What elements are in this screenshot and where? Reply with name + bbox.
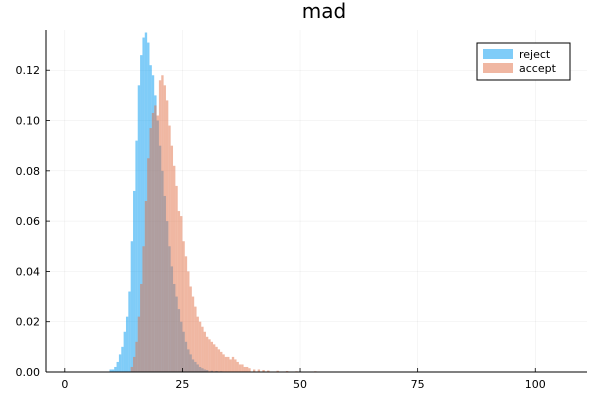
bar-accept (198, 321, 202, 372)
bar-accept (220, 351, 223, 372)
bar-accept (173, 165, 176, 372)
bar-accept (243, 366, 246, 372)
bar-reject (142, 37, 145, 372)
bar-accept (161, 75, 164, 372)
bar-accept (262, 369, 265, 372)
bar-accept (177, 211, 181, 372)
bar-accept (201, 326, 204, 372)
bar-reject (118, 354, 122, 372)
y-tick-label: 0.10 (16, 115, 41, 128)
bar-reject (135, 140, 138, 372)
bar-accept (154, 105, 157, 373)
bar-accept (144, 201, 148, 372)
x-tick-label: 0 (61, 378, 68, 391)
bar-accept (234, 359, 237, 372)
bar-accept (182, 241, 185, 372)
bar-accept (245, 366, 249, 372)
bar-accept (257, 369, 261, 372)
bar-reject (137, 85, 141, 372)
chart-title: mad (302, 0, 346, 23)
x-tick-label: 75 (411, 378, 425, 391)
bar-accept (236, 361, 239, 372)
bar-accept (163, 85, 166, 372)
bar-accept (205, 336, 209, 372)
y-tick-label: 0.08 (16, 165, 41, 178)
bar-reject (128, 291, 131, 372)
y-tick-label: 0.04 (16, 265, 41, 278)
bar-reject (116, 361, 119, 372)
bar-accept (184, 256, 188, 372)
x-tick-label: 100 (525, 378, 546, 391)
bar-accept (252, 369, 256, 372)
y-tick-label: 0.12 (16, 64, 41, 77)
tick-labels: 0 25 50 75 100 0.00 0.02 0.04 0.06 0.08 0.10 0.12 (16, 64, 546, 391)
bar-accept (170, 145, 174, 372)
bar-accept (213, 344, 216, 372)
bar-accept (203, 331, 206, 372)
bar-accept (208, 339, 211, 372)
bar-reject (111, 369, 115, 372)
legend-swatch-accept (483, 63, 513, 73)
bar-reject (109, 369, 112, 372)
bar-accept (151, 112, 155, 372)
legend-label-accept: accept (519, 62, 557, 75)
bar-accept (191, 296, 195, 372)
x-tick-label: 50 (293, 378, 307, 391)
bar-accept (137, 316, 141, 372)
legend-label-reject: reject (519, 48, 551, 61)
x-tick-label: 25 (175, 378, 189, 391)
y-tick-label: 0.02 (16, 316, 41, 329)
legend-swatch-reject (483, 49, 513, 59)
bar-reject (140, 55, 143, 372)
bar-accept (156, 115, 159, 372)
legend-box (476, 42, 571, 81)
bar-accept (194, 306, 197, 372)
bar-accept (142, 246, 145, 372)
bar-reject (121, 346, 124, 372)
bar-accept (222, 354, 225, 372)
bar-accept (285, 370, 289, 372)
bar-accept (224, 356, 228, 372)
bar-accept (238, 364, 242, 372)
bar-accept (217, 349, 221, 372)
bar-accept (189, 286, 192, 372)
bar-accept (227, 356, 230, 372)
bar-accept (135, 341, 138, 372)
bar-accept (267, 370, 270, 372)
y-tick-label: 0.00 (16, 366, 41, 379)
bar-accept (130, 366, 134, 372)
y-tick-label: 0.06 (16, 215, 41, 228)
series-accept-bars (130, 75, 350, 373)
bar-reject (114, 366, 117, 372)
bar-accept (229, 359, 232, 372)
bar-accept (133, 356, 136, 372)
bar-accept (165, 100, 169, 372)
bar-accept (158, 80, 162, 372)
bar-reject (133, 190, 136, 372)
bar-accept (168, 125, 171, 372)
bar-accept (180, 216, 183, 372)
bar-accept (231, 356, 235, 372)
bar-accept (187, 271, 190, 372)
bar-accept (175, 185, 178, 372)
bar-accept (196, 316, 199, 372)
bar-accept (149, 128, 152, 372)
axes (45, 30, 587, 373)
bar-accept (215, 346, 218, 372)
bar-accept (241, 364, 244, 372)
bar-accept (210, 341, 214, 372)
bar-accept (276, 370, 279, 372)
bar-accept (147, 158, 150, 372)
bar-reject (125, 316, 129, 372)
bar-accept (140, 283, 143, 372)
bar-accept (248, 368, 251, 372)
bar-reject (130, 241, 134, 372)
bar-reject (123, 331, 126, 372)
